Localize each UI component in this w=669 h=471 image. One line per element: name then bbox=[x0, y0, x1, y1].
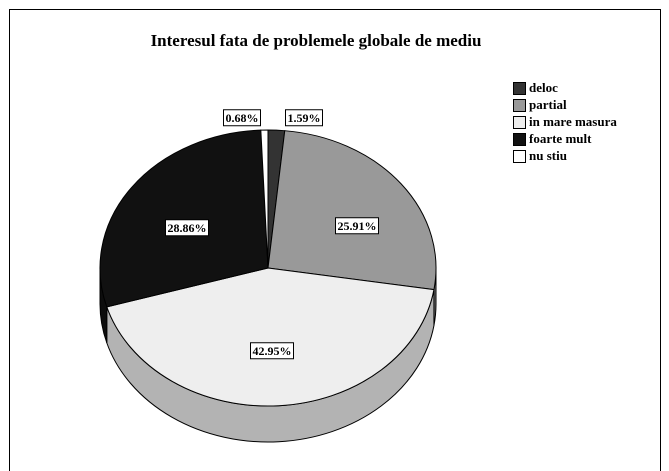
data-label-box bbox=[285, 109, 323, 127]
legend-label: deloc bbox=[529, 80, 558, 95]
data-label-box bbox=[335, 217, 379, 235]
slice bbox=[106, 267, 435, 407]
data-label-box bbox=[165, 219, 209, 237]
legend-label: foarte mult bbox=[529, 131, 592, 146]
slice bbox=[260, 129, 269, 269]
legend-swatch bbox=[513, 133, 526, 146]
data-label: 25.91% bbox=[338, 219, 377, 233]
legend-swatch bbox=[513, 116, 526, 129]
legend-swatch bbox=[513, 82, 526, 95]
data-label: 0.68% bbox=[226, 111, 259, 125]
legend-label: in mare masura bbox=[529, 114, 617, 129]
data-label: 28.86% bbox=[168, 221, 207, 235]
slice bbox=[99, 129, 269, 308]
legend-label: partial bbox=[529, 97, 567, 112]
chart-title: Interesul fata de problemele globale de … bbox=[151, 31, 482, 50]
data-label-box bbox=[250, 342, 294, 360]
legend-swatch bbox=[513, 150, 526, 163]
data-label: 1.59% bbox=[288, 111, 321, 125]
legend-swatch bbox=[513, 99, 526, 112]
data-label-box bbox=[223, 109, 261, 127]
legend-label: nu stiu bbox=[529, 148, 567, 163]
data-label: 42.95% bbox=[253, 344, 292, 358]
slice bbox=[267, 130, 437, 291]
